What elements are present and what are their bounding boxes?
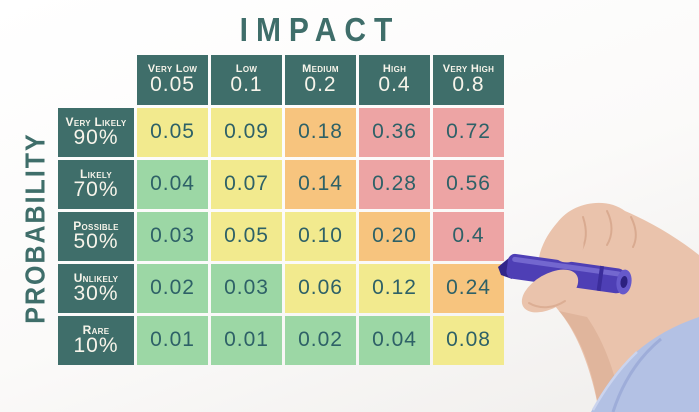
col-header-medium: Medium 0.2 (285, 55, 356, 105)
row-header-likely: Likely 70% (58, 160, 134, 209)
risk-cell-r2c2: 0.07 (211, 160, 282, 209)
shirt-sleeve (591, 317, 699, 412)
risk-cell-r1c2: 0.09 (211, 108, 282, 157)
risk-cell-r5c4: 0.04 (359, 316, 430, 365)
row-header-percent: 90% (73, 126, 119, 150)
col-header-very-high: Very High 0.8 (433, 55, 504, 105)
col-header-value: 0.1 (230, 73, 263, 97)
row-header-percent: 10% (73, 334, 119, 358)
risk-cell-r2c3: 0.14 (285, 160, 356, 209)
row-header-label: Unlikely (73, 270, 119, 285)
col-header-label: Medium (302, 62, 339, 75)
col-header-value: 0.4 (378, 73, 411, 97)
risk-cell-r3c4: 0.20 (359, 212, 430, 261)
risk-cell-r2c4: 0.28 (359, 160, 430, 209)
risk-cell-r2c1: 0.04 (137, 160, 208, 209)
risk-cell-r5c2: 0.01 (211, 316, 282, 365)
col-header-high: High 0.4 (359, 55, 430, 105)
col-header-label: Low (235, 62, 258, 75)
sleeve-edge-highlight (591, 351, 638, 411)
row-header-unlikely: Unlikely 30% (58, 264, 134, 313)
risk-cell-r1c4: 0.36 (359, 108, 430, 157)
row-header-percent: 70% (73, 178, 119, 202)
row-header-percent: 30% (73, 282, 119, 306)
risk-matrix-table: Very Low 0.05 Low 0.1 Medium 0.2 High 0.4 Very H… (58, 55, 504, 365)
risk-cell-r4c1: 0.02 (137, 264, 208, 313)
index-fingertip (549, 221, 584, 263)
col-header-low: Low 0.1 (211, 55, 282, 105)
hand-with-marker-photo (498, 202, 699, 412)
col-header-label: High (382, 62, 407, 75)
risk-cell-r5c3: 0.02 (285, 316, 356, 365)
impact-axis-title: IMPACT (239, 12, 401, 49)
col-header-label: Very High (442, 62, 495, 75)
row-header-label: Likely (80, 166, 112, 181)
risk-cell-r3c3: 0.10 (285, 212, 356, 261)
risk-cell-r3c1: 0.03 (137, 212, 208, 261)
row-header-percent: 50% (73, 230, 119, 254)
risk-cell-r3c5: 0.4 (433, 212, 504, 261)
thumb-crease (528, 300, 566, 309)
risk-cell-r3c2: 0.05 (211, 212, 282, 261)
row-header-very-likely: Very Likely 90% (58, 108, 134, 157)
risk-cell-r1c5: 0.72 (433, 108, 504, 157)
risk-cell-r1c3: 0.18 (285, 108, 356, 157)
risk-cell-r5c1: 0.01 (137, 316, 208, 365)
risk-cell-r4c3: 0.06 (285, 264, 356, 313)
risk-cell-r4c5: 0.24 (433, 264, 504, 313)
row-header-label: Rare (82, 322, 110, 337)
risk-cell-r2c5: 0.56 (433, 160, 504, 209)
col-header-very-low: Very Low 0.05 (137, 55, 208, 105)
risk-cell-r4c4: 0.12 (359, 264, 430, 313)
sleeve-cuff-fold (611, 337, 662, 412)
col-header-value: 0.2 (304, 73, 337, 97)
risk-cell-r4c2: 0.03 (211, 264, 282, 313)
row-header-label: Very Likely (65, 114, 127, 129)
risk-cell-r1c1: 0.05 (137, 108, 208, 157)
col-header-label: Very Low (147, 62, 198, 75)
risk-cell-r5c5: 0.08 (433, 316, 504, 365)
row-header-possible: Possible 50% (58, 212, 134, 261)
row-header-label: Possible (73, 218, 119, 233)
probability-axis-title: PROBABILITY (20, 132, 51, 324)
col-header-value: 0.05 (150, 73, 195, 97)
row-header-rare: Rare 10% (58, 316, 134, 365)
matrix-corner-spacer (58, 55, 134, 105)
col-header-value: 0.8 (452, 73, 485, 97)
